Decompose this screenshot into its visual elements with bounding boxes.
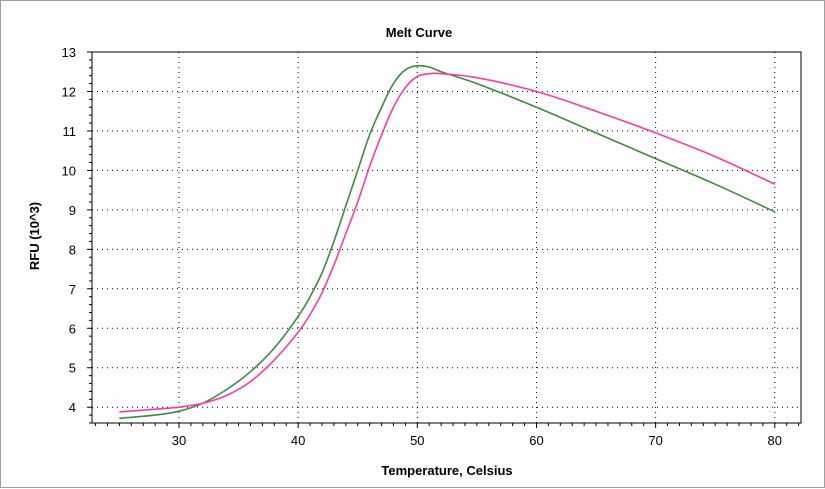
series-lines xyxy=(119,64,776,420)
grid xyxy=(92,52,801,423)
x-tick-label: 50 xyxy=(410,433,424,448)
x-tick-label: 80 xyxy=(768,433,782,448)
y-tick-label: 10 xyxy=(62,163,76,178)
plot-border xyxy=(91,51,802,424)
x-tick-label: 40 xyxy=(291,433,305,448)
x-tick-label: 60 xyxy=(529,433,543,448)
series-line-1 xyxy=(119,64,776,420)
y-tick-label: 5 xyxy=(69,361,76,376)
y-tick-label: 7 xyxy=(69,282,76,297)
chart-title: Melt Curve xyxy=(386,25,452,40)
x-axis-ticks: 30 40 50 60 70 80 xyxy=(95,423,800,448)
y-tick-label: 6 xyxy=(69,321,76,336)
y-tick-label: 4 xyxy=(69,400,76,415)
y-tick-label: 9 xyxy=(69,203,76,218)
y-tick-label: 13 xyxy=(62,45,76,60)
y-tick-label: 12 xyxy=(62,84,76,99)
x-tick-label: 30 xyxy=(172,433,186,448)
y-tick-label: 8 xyxy=(69,242,76,257)
y-axis-label: RFU (10^3) xyxy=(27,202,42,270)
x-tick-label: 70 xyxy=(648,433,662,448)
x-axis-label: Temperature, Celsius xyxy=(381,463,512,478)
series-line-2 xyxy=(119,72,776,413)
y-tick-label: 11 xyxy=(63,124,77,139)
y-axis-ticks: 4 5 6 7 8 9 10 11 12 13 xyxy=(62,45,92,424)
